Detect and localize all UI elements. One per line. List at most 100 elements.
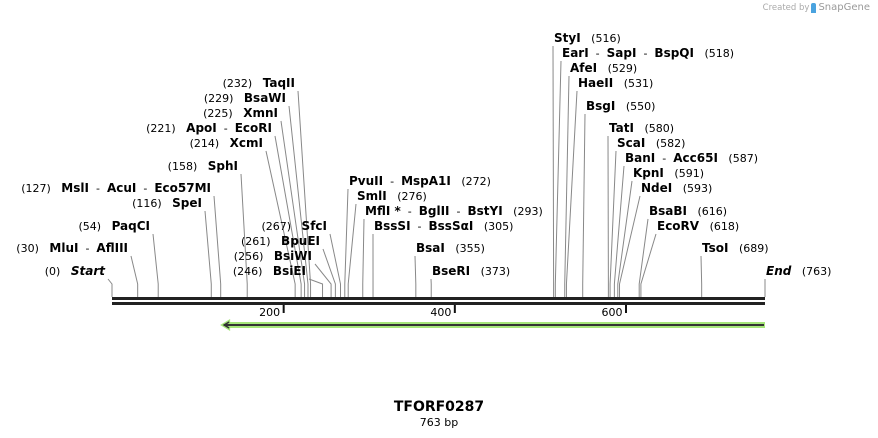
cut-position: (293) [513,205,543,218]
enzyme-name: BspQI [654,46,694,60]
enzyme-name: AflIII [96,241,128,255]
site-label[interactable]: (54) PaqCI [78,219,150,233]
site-label[interactable]: SmlI (276) [357,189,427,203]
ruler-tick [624,305,627,313]
site-label[interactable]: (246) BsiEI [233,264,306,278]
construct-title: TFORF0287 [393,399,485,415]
credit-brand: SnapGene [818,2,870,13]
site-label[interactable]: KpnI (591) [633,166,704,180]
site-leader-line [130,255,139,297]
site-leader-line [362,218,365,297]
site-label[interactable]: BsaI (355) [416,241,485,255]
cut-position: (587) [728,152,758,165]
site-leader-line [565,90,578,297]
enzyme-name: MslI [61,181,89,195]
site-label[interactable]: EcoRV (618) [657,219,739,233]
enzyme-name: PaqCI [112,219,150,233]
site-label[interactable]: (0) Start [45,264,106,278]
cut-position: (529) [608,62,638,75]
site-label[interactable]: (225) XmnI [203,106,278,120]
site-label[interactable]: BsgI (550) [586,99,655,113]
ruler-tick [453,305,456,313]
snapgene-logo-icon [811,2,817,13]
enzyme-name: StyI [554,31,581,45]
site-leader-line [107,278,113,297]
cut-position: (267) [261,220,291,233]
site-label[interactable]: TatI (580) [609,121,674,135]
cut-position: (256) [234,250,264,263]
site-leader-line [554,60,562,297]
enzyme-name: BsaI [416,241,445,255]
site-label[interactable]: BssSI - BssSαI (305) [374,219,513,233]
enzyme-name: BsiWI [274,249,312,263]
enzyme-name: EcoRV [657,219,700,233]
site-label[interactable]: End (763) [766,264,831,278]
enzyme-name: BsaWI [244,91,286,105]
enzyme-name: XmnI [243,106,278,120]
construct-length: 763 bp [419,416,459,429]
enzyme-name: BanI [625,151,655,165]
site-label[interactable]: (214) XcmI [190,136,263,150]
site-label[interactable]: BsaBI (616) [649,204,727,218]
site-leader-line [240,173,248,297]
enzyme-name: BpuEI [281,234,320,248]
site-label[interactable]: StyI (516) [554,31,621,45]
site-label[interactable]: EarI - SapI - BspQI (518) [562,46,734,60]
site-label[interactable]: (116) SpeI [132,196,202,210]
site-label[interactable]: (267) SfcI [261,219,327,233]
enzyme-name: KpnI [633,166,664,180]
site-label[interactable]: MflI * - BglII - BstYI (293) [365,204,543,218]
enzyme-name: AfeI [570,61,597,75]
site-label[interactable]: PvuII - MspA1I (272) [349,174,491,188]
enzyme-name: MspA1I [401,174,451,188]
site-label[interactable]: (256) BsiWI [234,249,312,263]
site-label[interactable]: (30) MluI - AflIII [16,241,128,255]
cut-position: (221) [146,122,176,135]
cut-position: (373) [481,265,511,278]
site-label[interactable]: (221) ApoI - EcoRI [146,121,272,135]
ruler-ticks: 200 400 600 [259,305,627,319]
cut-position: (229) [204,92,234,105]
site-label[interactable]: (232) TaqII [223,76,295,90]
enzyme-name: SfcI [302,219,327,233]
cut-position: (214) [190,137,220,150]
cut-position: (127) [21,182,51,195]
enzyme-name: Acc65I [673,151,718,165]
enzyme-name: End [766,264,792,278]
site-leader-line [617,180,633,297]
site-label[interactable]: BanI - Acc65I (587) [625,151,758,165]
site-leader-line [265,150,296,297]
cut-position: (272) [461,175,491,188]
site-label[interactable]: TsoI (689) [702,241,769,255]
enzyme-name: NdeI [641,181,672,195]
cut-position: (591) [674,167,704,180]
site-leader-line [274,135,302,297]
site-label[interactable]: ScaI (582) [617,136,685,150]
site-label[interactable]: (158) SphI [168,159,238,173]
site-label[interactable]: AfeI (529) [570,61,637,75]
enzyme-name: SmlI [357,189,387,203]
site-leader-line [314,263,332,297]
site-label[interactable]: (127) MslI - AcuI - Eco57MI [21,181,211,195]
enzyme-name: AcuI [107,181,136,195]
ruler-tick-label: 200 [259,306,280,319]
site-leader-line [564,75,570,297]
cut-position: (355) [455,242,485,255]
site-label[interactable]: (229) BsaWI [204,91,286,105]
site-leader-line [308,278,324,297]
site-leader-line [609,150,617,297]
orf-feature-arrow[interactable] [220,319,766,331]
site-label[interactable]: (261) BpuEI [241,234,320,248]
arrow-left-icon [222,321,230,329]
site-leader-line [638,218,649,297]
cut-position: (232) [223,77,253,90]
site-label[interactable]: HaeII (531) [578,76,653,90]
cut-position: (516) [591,32,621,45]
site-leader-line [344,188,349,297]
site-label[interactable]: NdeI (593) [641,181,712,195]
site-label[interactable]: BseRI (373) [432,264,510,278]
site-leader-line [552,45,555,297]
site-leader-line [288,105,309,297]
enzyme-name: TsoI [702,241,728,255]
